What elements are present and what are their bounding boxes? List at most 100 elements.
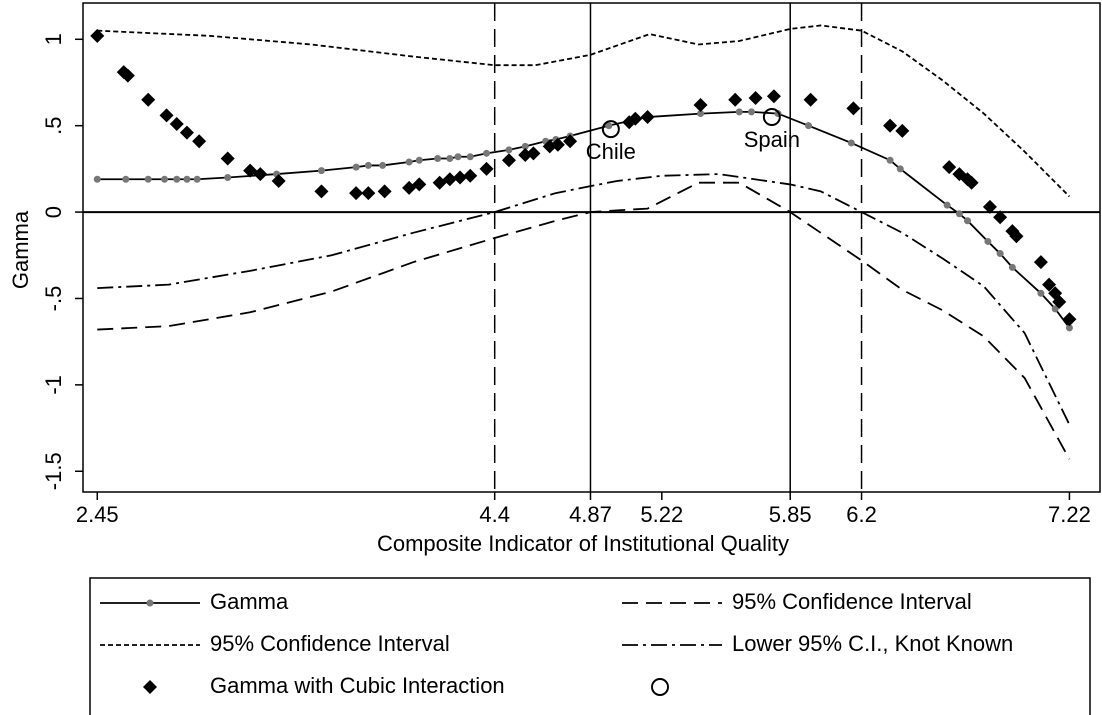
x-axis-label: Composite Indicator of Institutional Qua… bbox=[377, 531, 789, 556]
plot-frame bbox=[82, 2, 1101, 493]
point bbox=[1065, 324, 1073, 332]
point bbox=[896, 165, 904, 173]
point bbox=[1042, 277, 1057, 292]
point bbox=[463, 168, 478, 183]
point bbox=[993, 210, 1008, 225]
x-tick-label: 2.45 bbox=[76, 502, 119, 527]
point bbox=[526, 146, 541, 161]
point bbox=[453, 170, 468, 185]
point bbox=[747, 108, 755, 116]
point bbox=[434, 155, 442, 163]
legend-label: Lower 95% C.I., Knot Known bbox=[732, 631, 1013, 656]
point bbox=[1051, 305, 1059, 313]
point bbox=[224, 174, 232, 182]
point bbox=[1008, 263, 1016, 271]
point bbox=[405, 158, 413, 166]
point bbox=[364, 161, 372, 169]
point bbox=[805, 122, 813, 130]
point bbox=[446, 155, 454, 163]
point bbox=[193, 175, 201, 183]
point bbox=[964, 217, 972, 225]
point bbox=[1052, 294, 1067, 309]
x-tick-label: 5.22 bbox=[640, 502, 683, 527]
point bbox=[161, 175, 169, 183]
point bbox=[550, 137, 565, 152]
point bbox=[942, 160, 957, 175]
point bbox=[1033, 255, 1048, 270]
point bbox=[563, 134, 578, 149]
point bbox=[964, 175, 979, 190]
point bbox=[122, 175, 130, 183]
series-line bbox=[97, 110, 1071, 329]
legend-item: Gamma with Cubic Interaction bbox=[143, 673, 505, 698]
x-tick-label: 4.87 bbox=[569, 502, 612, 527]
point bbox=[454, 153, 462, 161]
point bbox=[505, 146, 513, 154]
x-tick-label: 5.85 bbox=[769, 502, 812, 527]
legend-label: 95% Confidence Interval bbox=[732, 589, 972, 614]
legend-label: Gamma bbox=[210, 589, 289, 614]
point bbox=[846, 101, 861, 116]
point bbox=[748, 91, 763, 106]
point bbox=[728, 92, 743, 107]
point bbox=[521, 142, 529, 150]
point-label: Chile bbox=[586, 139, 636, 164]
legend-item: Lower 95% C.I., Knot Known bbox=[622, 631, 1013, 656]
legend-item: Gamma bbox=[100, 589, 289, 614]
point bbox=[982, 199, 997, 214]
point bbox=[996, 250, 1004, 258]
legend-swatch bbox=[651, 678, 669, 696]
point bbox=[169, 116, 184, 131]
x-tick-label: 7.22 bbox=[1048, 502, 1091, 527]
point bbox=[314, 184, 329, 199]
point bbox=[243, 163, 258, 178]
legend-item: 95% Confidence Interval bbox=[100, 631, 450, 656]
point bbox=[271, 173, 286, 188]
point bbox=[1009, 229, 1024, 244]
x-tick-label: 6.2 bbox=[846, 502, 877, 527]
y-tick-label: .5 bbox=[41, 117, 66, 135]
point bbox=[955, 210, 963, 218]
legend-item: 95% Confidence Interval bbox=[622, 589, 972, 614]
point bbox=[1037, 289, 1045, 297]
point bbox=[886, 156, 894, 164]
point bbox=[501, 153, 516, 168]
point bbox=[735, 108, 743, 116]
point bbox=[984, 237, 992, 245]
point bbox=[847, 139, 855, 147]
point bbox=[220, 151, 235, 166]
point bbox=[183, 175, 191, 183]
legend-label: Gamma with Cubic Interaction bbox=[210, 673, 505, 698]
series-line bbox=[97, 181, 1071, 460]
point bbox=[192, 134, 207, 149]
point bbox=[379, 161, 387, 169]
point bbox=[483, 149, 491, 157]
series-line bbox=[97, 24, 1071, 198]
point bbox=[693, 97, 708, 112]
point bbox=[601, 120, 620, 139]
y-tick-label: -1 bbox=[41, 375, 66, 395]
point bbox=[766, 89, 781, 104]
point bbox=[144, 175, 152, 183]
point bbox=[412, 177, 427, 192]
legend-swatch bbox=[143, 680, 157, 694]
point bbox=[179, 125, 194, 140]
y-tick-label: -.5 bbox=[41, 286, 66, 312]
y-tick-label: -1.5 bbox=[41, 452, 66, 490]
point-label: Spain bbox=[744, 127, 800, 152]
point bbox=[479, 161, 494, 176]
point bbox=[466, 153, 474, 161]
point bbox=[943, 201, 951, 209]
point bbox=[349, 186, 364, 201]
point bbox=[605, 122, 613, 130]
y-axis-label: Gamma bbox=[8, 210, 33, 289]
point bbox=[173, 175, 181, 183]
point bbox=[317, 167, 325, 175]
legend-label: 95% Confidence Interval bbox=[210, 631, 450, 656]
x-tick-label: 4.4 bbox=[479, 502, 510, 527]
point bbox=[628, 111, 643, 126]
point bbox=[415, 156, 423, 164]
point bbox=[361, 186, 376, 201]
point bbox=[377, 184, 392, 199]
